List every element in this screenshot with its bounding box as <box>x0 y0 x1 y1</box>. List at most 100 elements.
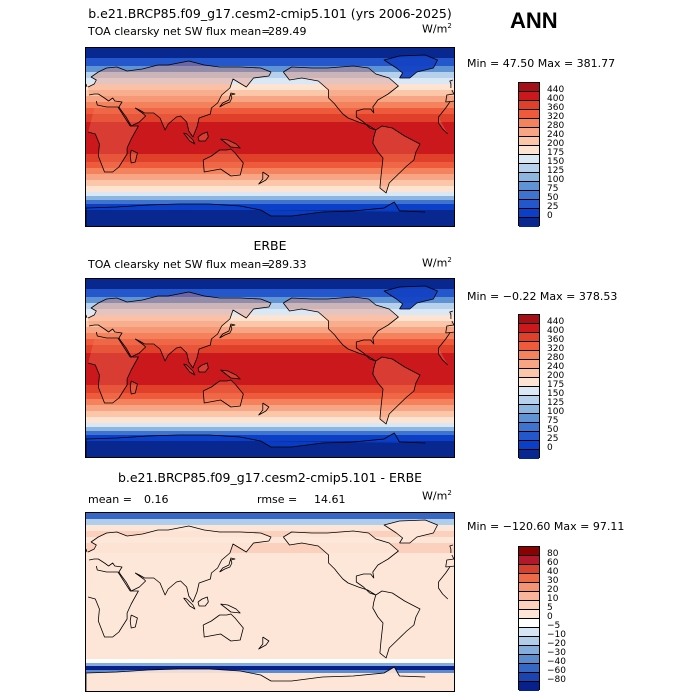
colorbar-swatch <box>519 173 539 182</box>
colorbar-tick-label: 240 <box>547 130 565 140</box>
coastline <box>282 530 399 596</box>
coastline <box>86 201 426 226</box>
colorbar-tick-label: 360 <box>547 103 565 113</box>
colorbar-swatch <box>519 423 539 432</box>
colorbar-tick-label: 200 <box>547 139 565 149</box>
coastline <box>220 138 241 149</box>
colorbar-tick-label: 25 <box>547 434 559 444</box>
coastline <box>183 597 196 610</box>
colorbar-swatch <box>519 369 539 378</box>
colorbar-swatch <box>519 396 539 405</box>
colorbar-tick-label: 175 <box>547 380 565 390</box>
field-band <box>86 663 454 666</box>
panel-1-minmax: Min = 47.50 Max = 381.77 <box>467 57 616 70</box>
colorbar-tick-label: 100 <box>547 407 565 417</box>
panel-2-map <box>85 278 455 458</box>
coastlines <box>86 519 454 691</box>
panel-3-colorbar <box>518 546 540 691</box>
panel-1-map <box>85 47 455 227</box>
field-band <box>86 423 454 427</box>
coastline <box>86 666 426 691</box>
field-band <box>86 162 454 168</box>
field-band <box>86 210 454 226</box>
panel-1-field-label: TOA clearsky net SW flux <box>88 25 227 38</box>
land-patch <box>198 363 209 372</box>
panel-1-title: b.e21.BRCP85.f09_g17.cesm2-cmip5.101 (yr… <box>88 6 452 21</box>
coastline <box>372 125 421 194</box>
colorbar-tick-label: −40 <box>547 657 566 667</box>
colorbar-tick-label: 320 <box>547 112 565 122</box>
coastline <box>372 590 421 659</box>
colorbar-tick-label: 240 <box>547 362 565 372</box>
coastline <box>87 525 454 603</box>
field-band <box>86 200 454 204</box>
colorbar-swatch <box>519 155 539 164</box>
colorbar-swatch <box>519 324 539 333</box>
ice-patch <box>384 286 438 309</box>
land-patch <box>88 526 454 602</box>
field-band <box>86 122 454 154</box>
colorbar-tick-label: 10 <box>547 594 559 604</box>
field-band <box>86 431 454 435</box>
coastline <box>219 92 236 108</box>
colorbar-swatch <box>519 200 539 209</box>
field-band <box>86 58 454 66</box>
panel-3-minmax: Min = −120.60 Max = 97.11 <box>467 520 625 533</box>
colorbar-swatch <box>519 405 539 414</box>
panel-2-mean-label: mean= <box>230 258 271 271</box>
field-band <box>86 427 454 431</box>
colorbar-tick-label: 5 <box>547 603 553 613</box>
colorbar-tick-label: 40 <box>547 567 559 577</box>
colorbar-tick-label: 200 <box>547 371 565 381</box>
field-band <box>86 513 454 519</box>
coastline <box>87 565 451 638</box>
coastline <box>129 380 138 395</box>
colorbar-swatch <box>519 547 539 556</box>
panel-2-units: W/m2 <box>422 256 452 270</box>
colorbar-swatch <box>519 92 539 101</box>
panel-3-mean-label: mean = <box>88 493 132 506</box>
panel-2-minmax: Min = −0.22 Max = 378.53 <box>467 290 618 303</box>
colorbar-swatch <box>519 387 539 396</box>
ice-fill <box>86 55 438 226</box>
field-band <box>86 399 454 405</box>
colorbar-swatch <box>519 182 539 191</box>
panel-3-title: b.e21.BRCP85.f09_g17.cesm2-cmip5.101 - E… <box>117 470 423 485</box>
coastline <box>197 131 209 142</box>
colorbar-swatch <box>519 637 539 646</box>
colorbar-swatch <box>519 342 539 351</box>
colorbar-swatch <box>519 601 539 610</box>
field-band <box>86 108 454 114</box>
field-band <box>86 659 454 663</box>
field-band <box>86 279 454 289</box>
field-band <box>86 385 454 393</box>
field-band <box>86 666 454 670</box>
colorbar-swatch <box>519 101 539 110</box>
colorbar-tick-label: 400 <box>547 326 565 336</box>
panel-1-map-field <box>86 48 454 226</box>
land-patch <box>283 66 399 130</box>
land-patch <box>203 614 244 641</box>
colorbar-swatch <box>519 218 539 227</box>
colorbar-tick-label: 320 <box>547 344 565 354</box>
panel-2-colorbar <box>518 314 540 459</box>
field-band <box>86 303 454 309</box>
colorbar-tick-label: 20 <box>547 585 559 595</box>
coastline <box>86 544 454 553</box>
land-patch <box>220 139 241 148</box>
colorbar-tick-label: 280 <box>547 353 565 363</box>
colorbar-swatch <box>519 655 539 664</box>
field-band <box>86 204 454 210</box>
colorbar-swatch <box>519 414 539 423</box>
coastline <box>197 596 209 607</box>
colorbar-tick-label: −80 <box>547 675 566 685</box>
panel-3-map <box>85 512 455 692</box>
field-band <box>86 531 454 537</box>
ice-patch <box>86 202 426 226</box>
coastline <box>219 557 236 573</box>
land-patch <box>372 591 420 658</box>
colorbar-tick-label: −5 <box>547 621 561 631</box>
colorbar-swatch <box>519 209 539 218</box>
coastline <box>383 54 438 79</box>
colorbar-tick-label: 30 <box>547 576 559 586</box>
